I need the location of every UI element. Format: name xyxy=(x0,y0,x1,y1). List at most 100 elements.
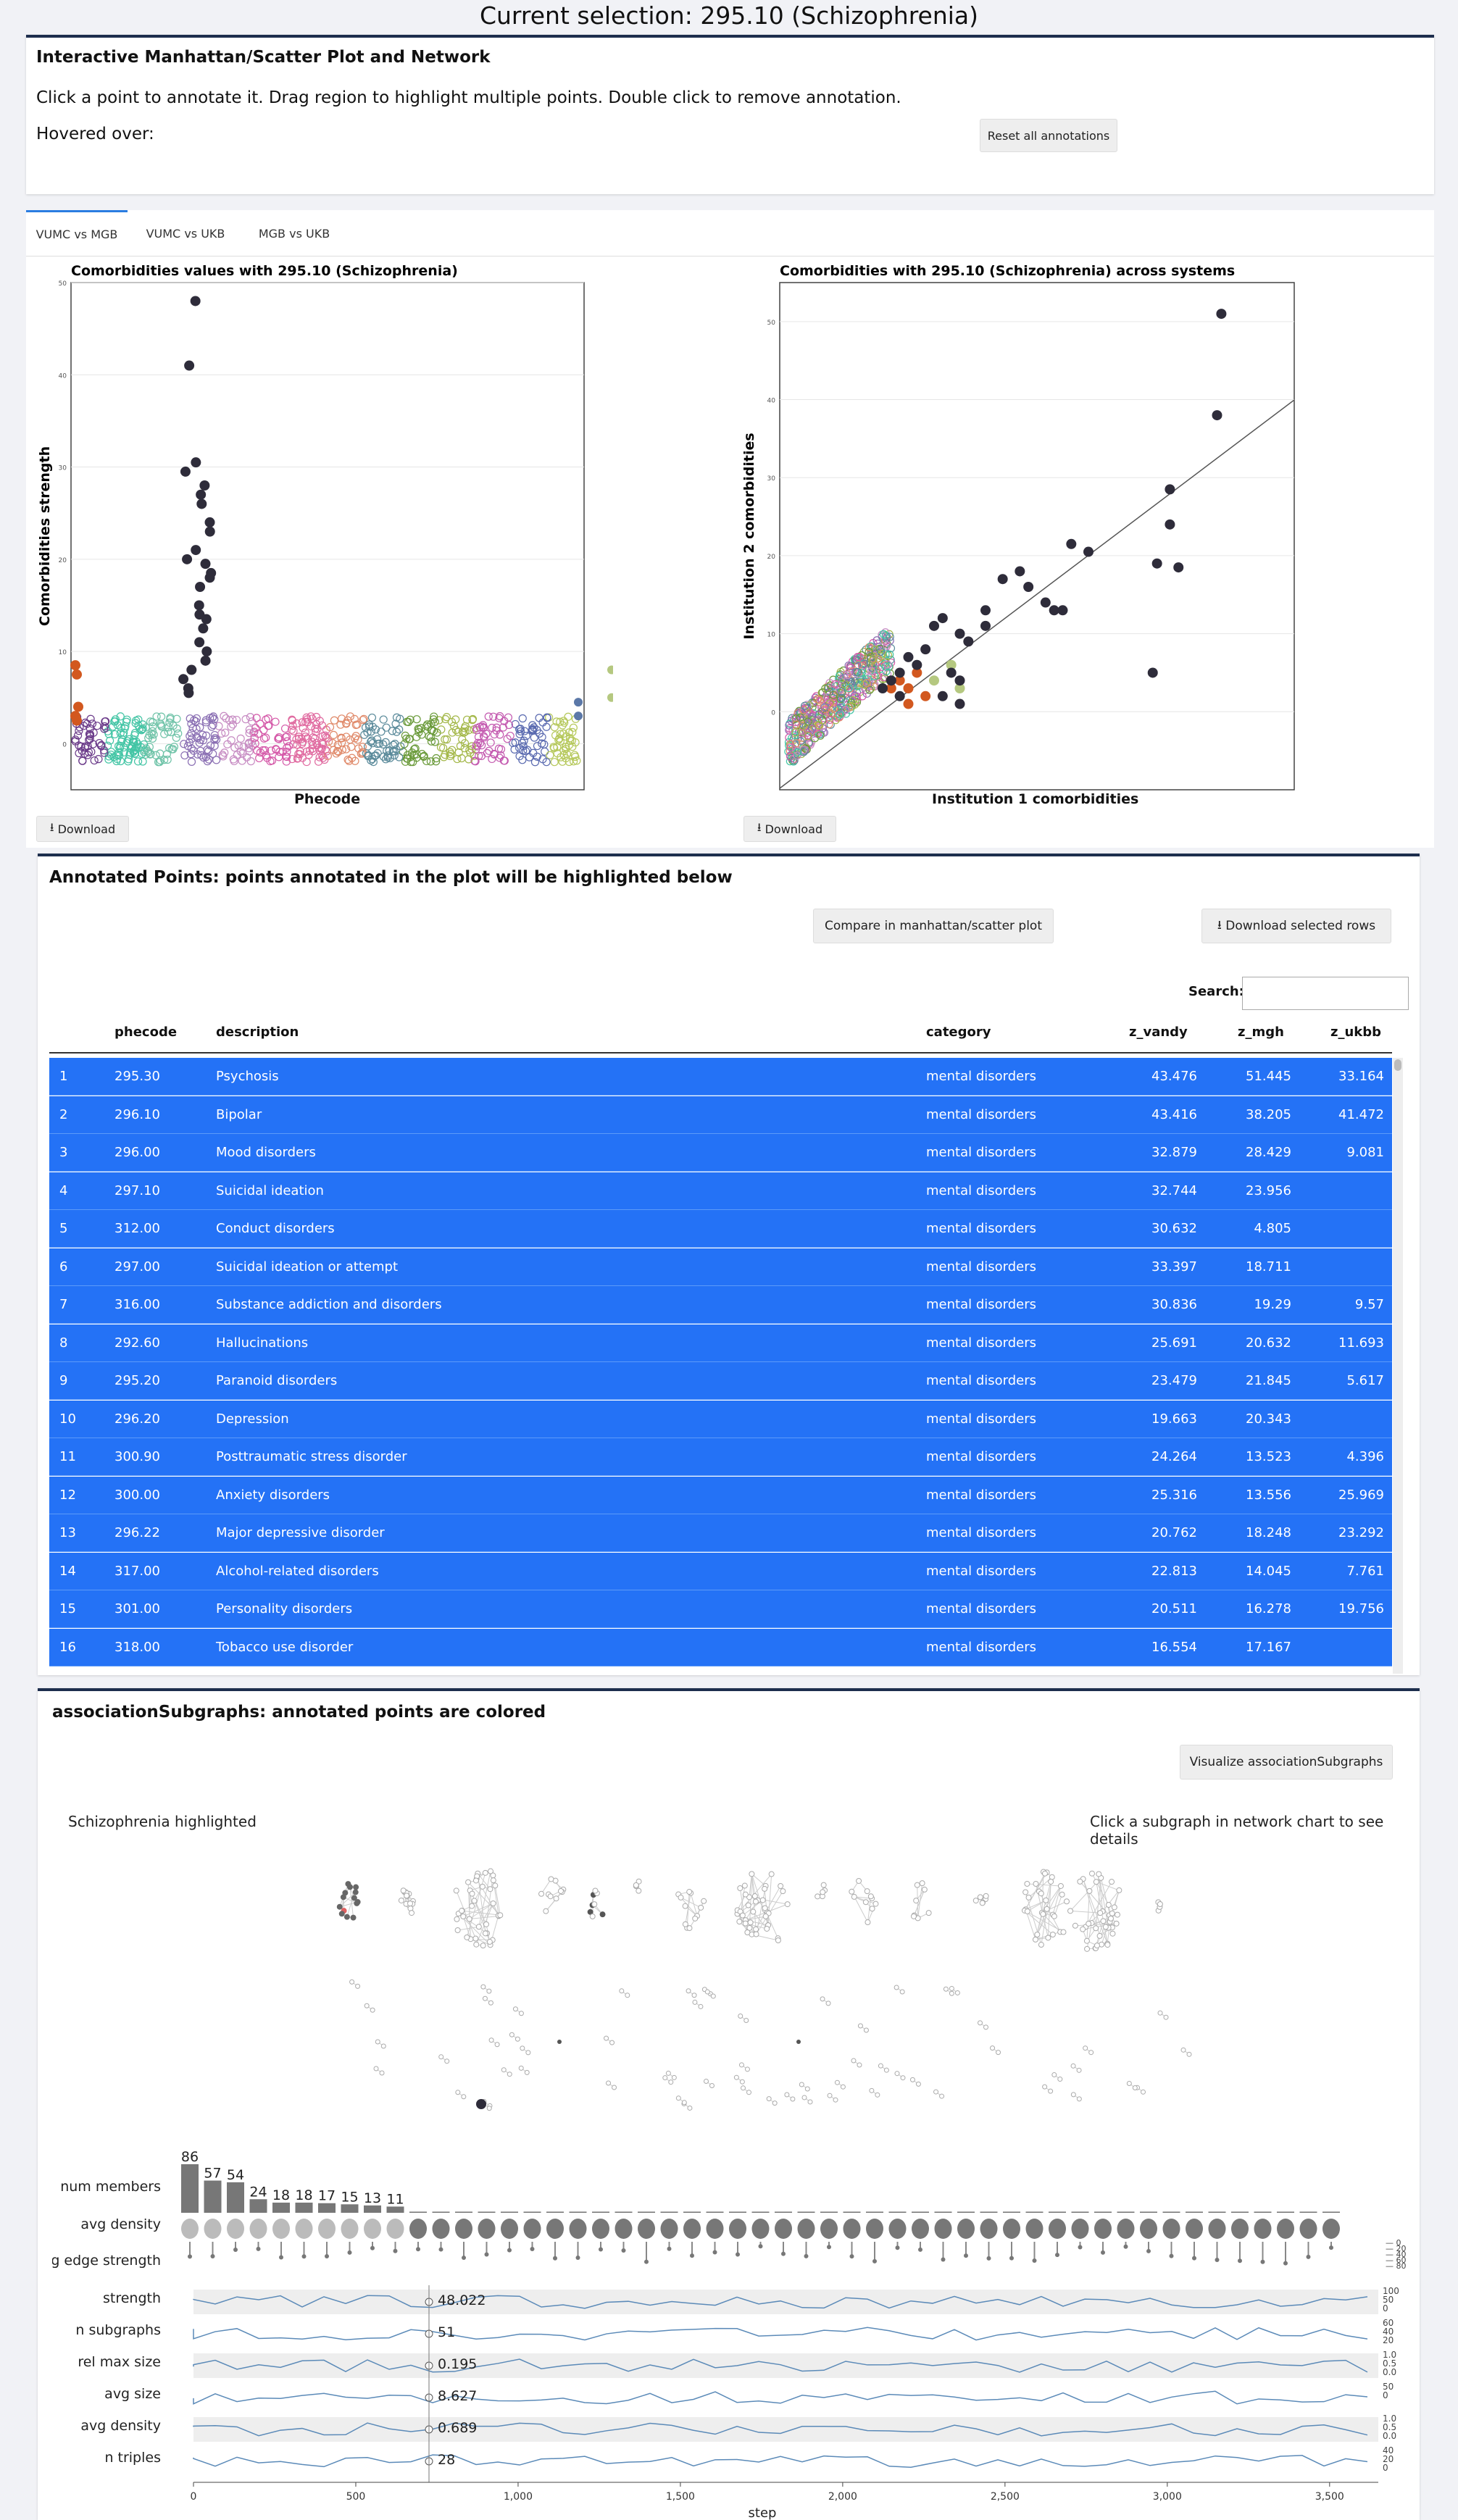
data-point xyxy=(867,667,875,675)
download-scatter-button[interactable]: ⭳ Download xyxy=(743,816,836,842)
column-header-z-vandy[interactable]: z_vandy xyxy=(1129,1025,1188,1040)
upset-density xyxy=(295,2219,313,2239)
data-point xyxy=(364,751,372,761)
table-cell: 16 xyxy=(59,1639,76,1655)
upset-bar xyxy=(888,2211,907,2213)
table-cell: 14 xyxy=(59,1563,76,1579)
upset-density xyxy=(1277,2219,1294,2239)
table-row[interactable]: 15 301.00 Personality disorders mental diso… xyxy=(49,1590,1392,1628)
upset-strength-dot xyxy=(210,2253,215,2258)
data-point xyxy=(881,662,891,671)
network-node xyxy=(753,1931,759,1937)
table-row[interactable]: 10 296.20 Depression mental disorders 19.663… xyxy=(49,1400,1392,1438)
upset-density xyxy=(729,2219,746,2239)
tab-mgb-vs-ukb[interactable]: MGB vs UKB xyxy=(258,226,330,241)
table-cell: 9.57 xyxy=(1354,1297,1384,1312)
data-point xyxy=(853,655,862,664)
network-chart[interactable] xyxy=(255,1836,1233,2126)
trace-tick-label: 40 xyxy=(1383,2445,1394,2456)
search-input[interactable] xyxy=(1242,977,1409,1010)
data-point xyxy=(815,696,824,704)
table-row[interactable]: 12 300.00 Anxiety disorders mental disorder… xyxy=(49,1476,1392,1514)
data-point xyxy=(85,735,93,744)
column-header-description[interactable]: description xyxy=(216,1025,299,1040)
network-edge xyxy=(456,1890,476,1939)
table-cell: Personality disorders xyxy=(216,1601,353,1616)
y-tick-label: 40 xyxy=(767,398,776,405)
data-point xyxy=(280,724,290,733)
tab-vumc-vs-ukb[interactable]: VUMC vs UKB xyxy=(146,226,225,241)
highlighted-point xyxy=(201,646,212,657)
trace-label: rel max size xyxy=(78,2354,161,2370)
table-row[interactable]: 16 318.00 Tobacco use disorder mental disor… xyxy=(49,1628,1392,1666)
data-point xyxy=(288,715,296,724)
upset-density xyxy=(364,2219,381,2239)
upset-strength-dot xyxy=(1055,2253,1059,2258)
table-cell: 23.479 xyxy=(1151,1373,1197,1388)
network-node xyxy=(849,1888,855,1895)
highlighted-point xyxy=(1151,558,1162,569)
network-node xyxy=(939,2093,945,2099)
table-scrollbar[interactable] xyxy=(1393,1058,1403,1674)
upset-strength-dot xyxy=(1009,2256,1014,2261)
table-cell: 5 xyxy=(59,1221,68,1236)
table-row[interactable]: 6 297.00 Suicidal ideation or attempt menta… xyxy=(49,1248,1392,1286)
table-row[interactable]: 2 296.10 Bipolar mental disorders 43.416 38.2… xyxy=(49,1096,1392,1134)
data-point xyxy=(881,628,890,637)
column-header-z-mgh[interactable]: z_mgh xyxy=(1238,1025,1284,1040)
network-node xyxy=(557,1887,564,1894)
network-node xyxy=(921,1886,928,1893)
data-point xyxy=(510,745,519,754)
data-point xyxy=(829,698,838,707)
upset-bar xyxy=(797,2211,815,2213)
network-node xyxy=(1043,1897,1049,1903)
network-node xyxy=(480,1943,486,1949)
trace-tick-label: 0.5 xyxy=(1383,2358,1396,2369)
network-edge xyxy=(478,1903,493,1927)
highlighted-point xyxy=(937,613,948,624)
data-point xyxy=(236,734,245,743)
table-row[interactable]: 9 295.20 Paranoid disorders mental disorder… xyxy=(49,1362,1392,1400)
network-node xyxy=(737,1885,743,1892)
table-row[interactable]: 1 295.30 Psychosis mental disorders 43.476 51… xyxy=(49,1058,1392,1096)
trace-line xyxy=(193,2454,1368,2468)
column-header-category[interactable]: category xyxy=(926,1025,991,1040)
data-point xyxy=(865,648,873,656)
table-cell: 9.081 xyxy=(1346,1145,1384,1160)
reset-annotations-button[interactable]: Reset all annotations xyxy=(980,119,1117,152)
network-edge xyxy=(1102,1890,1120,1912)
visualize-button[interactable]: Visualize associationSubgraphs xyxy=(1180,1745,1393,1780)
table-row[interactable]: 7 316.00 Substance addiction and disorders… xyxy=(49,1286,1392,1324)
network-node xyxy=(900,2075,906,2081)
data-point xyxy=(474,733,483,741)
manhattan-plot[interactable]: Comorbidities values with 295.10 (Schizo… xyxy=(33,261,613,797)
trace-label: avg size xyxy=(104,2386,161,2402)
table-row[interactable]: 11 300.90 Posttraumatic stress disorder men… xyxy=(49,1438,1392,1476)
data-point xyxy=(869,655,878,664)
subgraph-upset-chart[interactable]: num members avg density avg edge strength 8… xyxy=(52,2133,1415,2314)
table-row[interactable]: 3 296.00 Mood disorders mental disorders 32.… xyxy=(49,1134,1392,1172)
compare-button[interactable]: Compare in manhattan/scatter plot xyxy=(813,909,1054,943)
upset-bar-label: 15 xyxy=(341,2189,358,2205)
table-row[interactable]: 14 317.00 Alcohol-related disorders mental … xyxy=(49,1552,1392,1590)
network-node xyxy=(745,1902,751,1908)
data-point xyxy=(301,728,309,737)
data-point xyxy=(825,679,834,688)
scatter-plot[interactable]: Comorbidities with 295.10 (Schizophrenia… xyxy=(743,261,1323,797)
download-manhattan-button[interactable]: ⭳ Download xyxy=(36,816,129,842)
column-header-phecode[interactable]: phecode xyxy=(114,1025,178,1040)
data-point xyxy=(232,715,241,725)
table-row[interactable]: 5 312.00 Conduct disorders mental disorders… xyxy=(49,1210,1392,1248)
data-point xyxy=(461,727,470,736)
table-row[interactable]: 4 297.10 Suicidal ideation mental disorders… xyxy=(49,1172,1392,1210)
download-rows-button[interactable]: ⭳ Download selected rows xyxy=(1201,909,1391,943)
network-node xyxy=(799,2082,804,2087)
tab-vumc-vs-mgb[interactable]: VUMC vs MGB xyxy=(26,210,128,256)
table-cell: 13.523 xyxy=(1246,1449,1291,1464)
table-row[interactable]: 13 296.22 Major depressive disorder mental … xyxy=(49,1514,1392,1552)
network-node xyxy=(692,1915,699,1922)
table-row[interactable]: 8 292.60 Hallucinations mental disorders 25.… xyxy=(49,1324,1392,1362)
network-edge xyxy=(913,1889,925,1917)
column-header-z-ukbb[interactable]: z_ukbb xyxy=(1330,1025,1382,1040)
